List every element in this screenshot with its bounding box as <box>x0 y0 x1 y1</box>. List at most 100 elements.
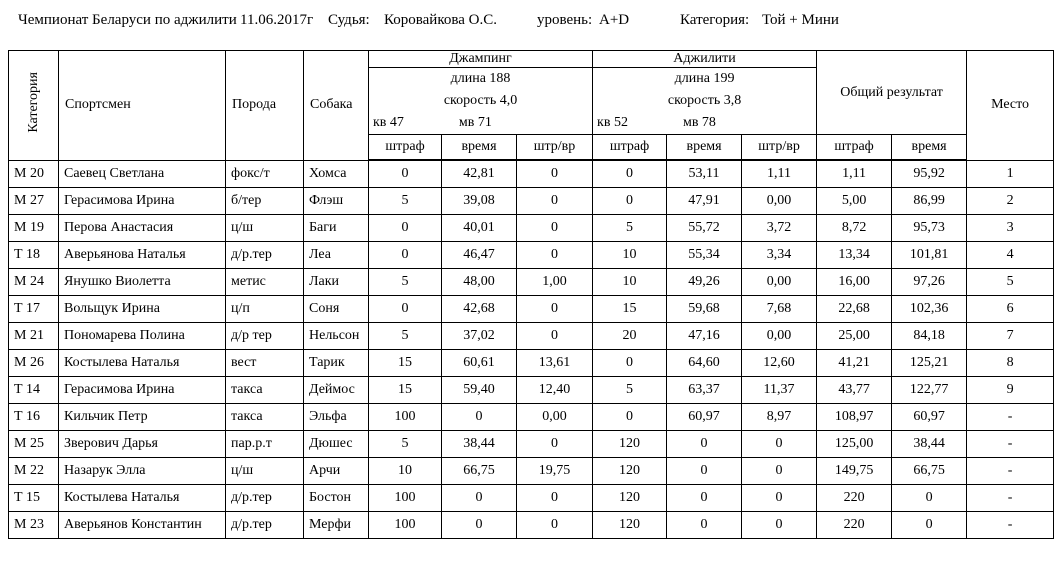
cell-total-time: 84,18 <box>891 322 968 350</box>
cell-category: М 20 <box>8 159 59 188</box>
cell-agility-penalty: 0 <box>592 403 668 431</box>
agility-length: длина 199 <box>674 71 735 86</box>
category-label: Категория: <box>680 12 750 28</box>
cell-place: 4 <box>966 241 1055 269</box>
table-row: Т 15 Костылева Наталья д/р.тер Бостон 100 0 0 1… <box>8 484 1055 512</box>
cell-athlete: Герасимова Ирина <box>58 376 226 404</box>
cell-dog: Тарик <box>303 349 369 377</box>
cell-total-penalty: 5,00 <box>816 187 893 215</box>
cell-jump-penalty: 15 <box>368 349 442 377</box>
table-row: М 26 Костылева Наталья вест Тарик 15 60,61 13,… <box>8 349 1055 377</box>
cell-jump-time: 0 <box>441 403 517 431</box>
cell-place: - <box>966 430 1055 458</box>
cell-total-penalty: 1,11 <box>816 159 893 188</box>
cell-agility-penalty: 120 <box>592 430 668 458</box>
cell-total-penalty: 220 <box>816 484 893 512</box>
cell-dog: Флэш <box>303 187 369 215</box>
jumping-kv: кв 47 <box>373 115 404 130</box>
cell-agility-penalty: 15 <box>592 295 668 323</box>
category-value: Той + Мини <box>762 12 839 28</box>
col-header-jumping: Джампинг длина 188 скорость 4,0 кв 47 мв… <box>367 50 594 135</box>
cell-dog: Дюшес <box>303 430 369 458</box>
cell-place: 8 <box>966 349 1055 377</box>
cell-total-time: 0 <box>891 484 968 512</box>
cell-total-time: 101,81 <box>891 241 968 269</box>
table-row: М 20 Саевец Светлана фокс/т Хомса 0 42,81 0 0 53… <box>8 159 1055 188</box>
cell-breed: фокс/т <box>225 159 304 188</box>
cell-jump-pen-time: 12,40 <box>515 376 594 404</box>
cell-agility-pen-time: 0,00 <box>741 268 818 296</box>
cell-agility-time: 0 <box>666 430 743 458</box>
cell-agility-penalty: 120 <box>592 511 668 539</box>
cell-agility-pen-time: 12,60 <box>741 349 818 377</box>
cell-category: М 27 <box>8 187 59 215</box>
agility-speed: скорость 3,8 <box>667 93 742 108</box>
cell-athlete: Аверьянова Наталья <box>58 241 226 269</box>
table-row: М 19 Перова Анастасия ц/ш Баги 0 40,01 0 5 55,72… <box>8 214 1055 242</box>
cell-jump-time: 60,61 <box>441 349 517 377</box>
cell-jump-time: 0 <box>441 484 517 512</box>
table-row: Т 16 Кильчик Петр такса Эльфа 100 0 0,00 0 60,97… <box>8 403 1055 431</box>
col-header-category: Категория <box>8 50 59 161</box>
cell-athlete: Костылева Наталья <box>58 349 226 377</box>
results-table: Категория Спортсмен Порода Собака Джампи… <box>8 50 1055 539</box>
cell-agility-pen-time: 0 <box>741 511 818 539</box>
cell-breed: д/р.тер <box>225 241 304 269</box>
cell-breed: ц/ш <box>225 214 304 242</box>
cell-agility-pen-time: 3,72 <box>741 214 818 242</box>
cell-jump-time: 42,81 <box>441 159 517 188</box>
cell-place: - <box>966 403 1055 431</box>
jumping-mv: мв 71 <box>458 115 492 130</box>
cell-jump-pen-time: 0 <box>515 484 594 512</box>
sub-header-jump-time: время <box>441 134 517 161</box>
cell-category: Т 18 <box>8 241 59 269</box>
cell-total-penalty: 125,00 <box>816 430 893 458</box>
level-value: A+D <box>599 12 630 28</box>
cell-jump-pen-time: 0,00 <box>515 403 594 431</box>
judge-label: Судья: <box>328 12 370 28</box>
sub-header-jump-penalty: штраф <box>368 134 442 161</box>
cell-agility-pen-time: 0 <box>741 430 818 458</box>
cell-total-time: 0 <box>891 511 968 539</box>
sub-header-agility-penalty: штраф <box>592 134 668 161</box>
competition-title: Чемпионат Беларуси по аджилити <box>18 12 237 28</box>
cell-total-penalty: 22,68 <box>816 295 893 323</box>
cell-total-time: 122,77 <box>891 376 968 404</box>
col-header-agility: Аджилити длина 199 скорость 3,8 кв 52 мв… <box>592 50 818 135</box>
cell-total-time: 66,75 <box>891 457 968 485</box>
cell-dog: Мерфи <box>303 511 369 539</box>
cell-agility-time: 59,68 <box>666 295 743 323</box>
cell-agility-time: 53,11 <box>666 159 743 188</box>
cell-jump-time: 59,40 <box>441 376 517 404</box>
col-header-athlete: Спортсмен <box>58 50 226 161</box>
cell-jump-penalty: 0 <box>368 241 442 269</box>
cell-agility-penalty: 10 <box>592 268 668 296</box>
cell-breed: ц/ш <box>225 457 304 485</box>
table-row: М 22 Назарук Элла ц/ш Арчи 10 66,75 19,75 120 0 0… <box>8 457 1055 485</box>
cell-agility-pen-time: 0,00 <box>741 187 818 215</box>
cell-dog: Деймос <box>303 376 369 404</box>
cell-jump-pen-time: 0 <box>515 214 594 242</box>
cell-agility-penalty: 0 <box>592 187 668 215</box>
cell-agility-time: 0 <box>666 511 743 539</box>
cell-jump-penalty: 15 <box>368 376 442 404</box>
cell-agility-pen-time: 0,00 <box>741 322 818 350</box>
cell-jump-pen-time: 0 <box>515 322 594 350</box>
cell-place: 5 <box>966 268 1055 296</box>
cell-athlete: Назарук Элла <box>58 457 226 485</box>
cell-athlete: Вольщук Ирина <box>58 295 226 323</box>
cell-dog: Арчи <box>303 457 369 485</box>
cell-jump-time: 48,00 <box>441 268 517 296</box>
table-row: М 23 Аверьянов Константин д/р.тер Мерфи 100 0… <box>8 511 1055 539</box>
cell-breed: вест <box>225 349 304 377</box>
cell-breed: д/р тер <box>225 322 304 350</box>
cell-category: М 21 <box>8 322 59 350</box>
cell-athlete: Пономарева Полина <box>58 322 226 350</box>
cell-jump-pen-time: 0 <box>515 159 594 188</box>
cell-breed: д/р.тер <box>225 484 304 512</box>
cell-jump-time: 38,44 <box>441 430 517 458</box>
jumping-speed: скорость 4,0 <box>443 93 518 108</box>
cell-agility-pen-time: 7,68 <box>741 295 818 323</box>
cell-category: М 22 <box>8 457 59 485</box>
cell-agility-pen-time: 11,37 <box>741 376 818 404</box>
